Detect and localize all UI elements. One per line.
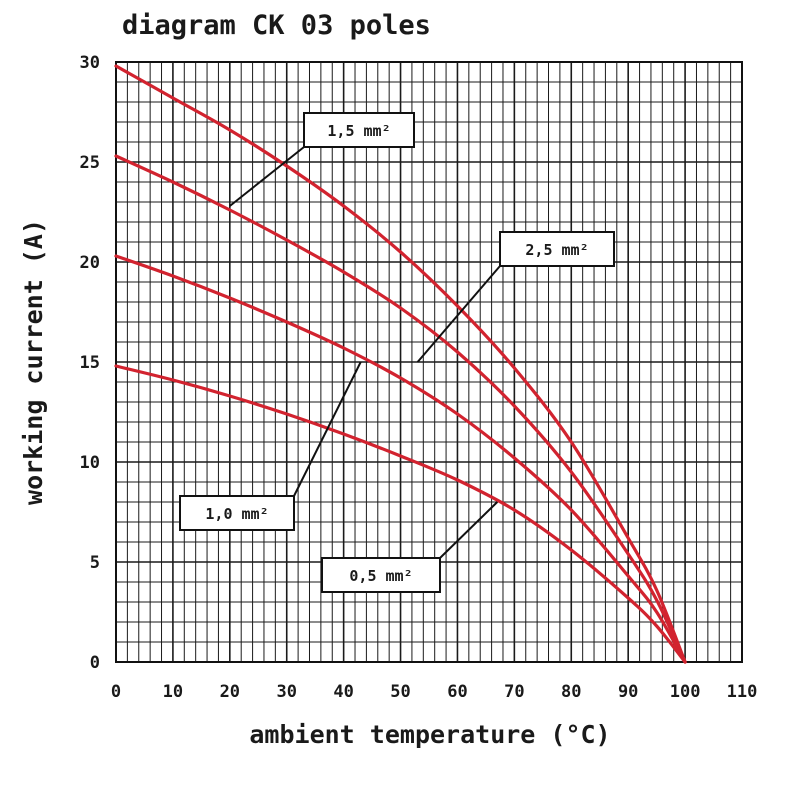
x-tick-label: 50	[390, 682, 410, 702]
callout-label-0: 1,5 mm²	[327, 122, 390, 140]
x-tick-label: 110	[727, 682, 758, 702]
x-tick-label: 0	[111, 682, 121, 702]
y-tick-label: 30	[80, 53, 100, 73]
callout-leader-0	[229, 146, 305, 207]
y-axis-label: working current (A)	[19, 219, 48, 505]
x-tick-label: 60	[447, 682, 467, 702]
callout-label-2: 1,0 mm²	[205, 505, 268, 523]
x-tick-label: 10	[163, 682, 183, 702]
x-tick-label: 100	[670, 682, 701, 702]
callout-box-2	[179, 495, 295, 531]
plot-frame	[115, 61, 743, 663]
x-axis-label: ambient temperature (°C)	[249, 720, 610, 749]
y-tick-label: 10	[80, 453, 100, 473]
callout-leader-1	[416, 265, 501, 363]
callout-box-1	[499, 231, 615, 267]
series-line-0	[114, 64, 687, 664]
x-axis-ticks: 0 10 20 30 40 50 60 70 80 90 100 110	[111, 682, 757, 702]
callout-leader-3	[439, 501, 498, 559]
series-line-3	[114, 364, 687, 664]
chart-title: diagram CK 03 poles	[122, 10, 431, 41]
x-tick-label: 30	[276, 682, 296, 702]
callout-leader-2	[293, 361, 362, 497]
y-tick-label: 5	[90, 553, 100, 573]
callout-box-0	[303, 112, 415, 148]
x-tick-label: 70	[504, 682, 524, 702]
y-tick-label: 15	[80, 353, 100, 373]
y-axis-ticks: 0 5 10 15 20 25 30	[80, 53, 100, 673]
y-tick-label: 25	[80, 153, 100, 173]
series-line-2	[114, 254, 687, 664]
x-tick-label: 40	[333, 682, 353, 702]
callout-box-3	[321, 557, 441, 593]
callout-label-3: 0,5 mm²	[349, 567, 412, 585]
y-tick-label: 0	[90, 653, 100, 673]
x-tick-label: 20	[220, 682, 240, 702]
x-tick-label: 80	[561, 682, 581, 702]
callout-label-1: 2,5 mm²	[525, 241, 588, 259]
series-callouts: 1,5 mm² 2,5 mm² 1,0 mm² 0,5 mm²	[179, 112, 615, 593]
x-tick-label: 90	[618, 682, 638, 702]
y-tick-label: 20	[80, 253, 100, 273]
